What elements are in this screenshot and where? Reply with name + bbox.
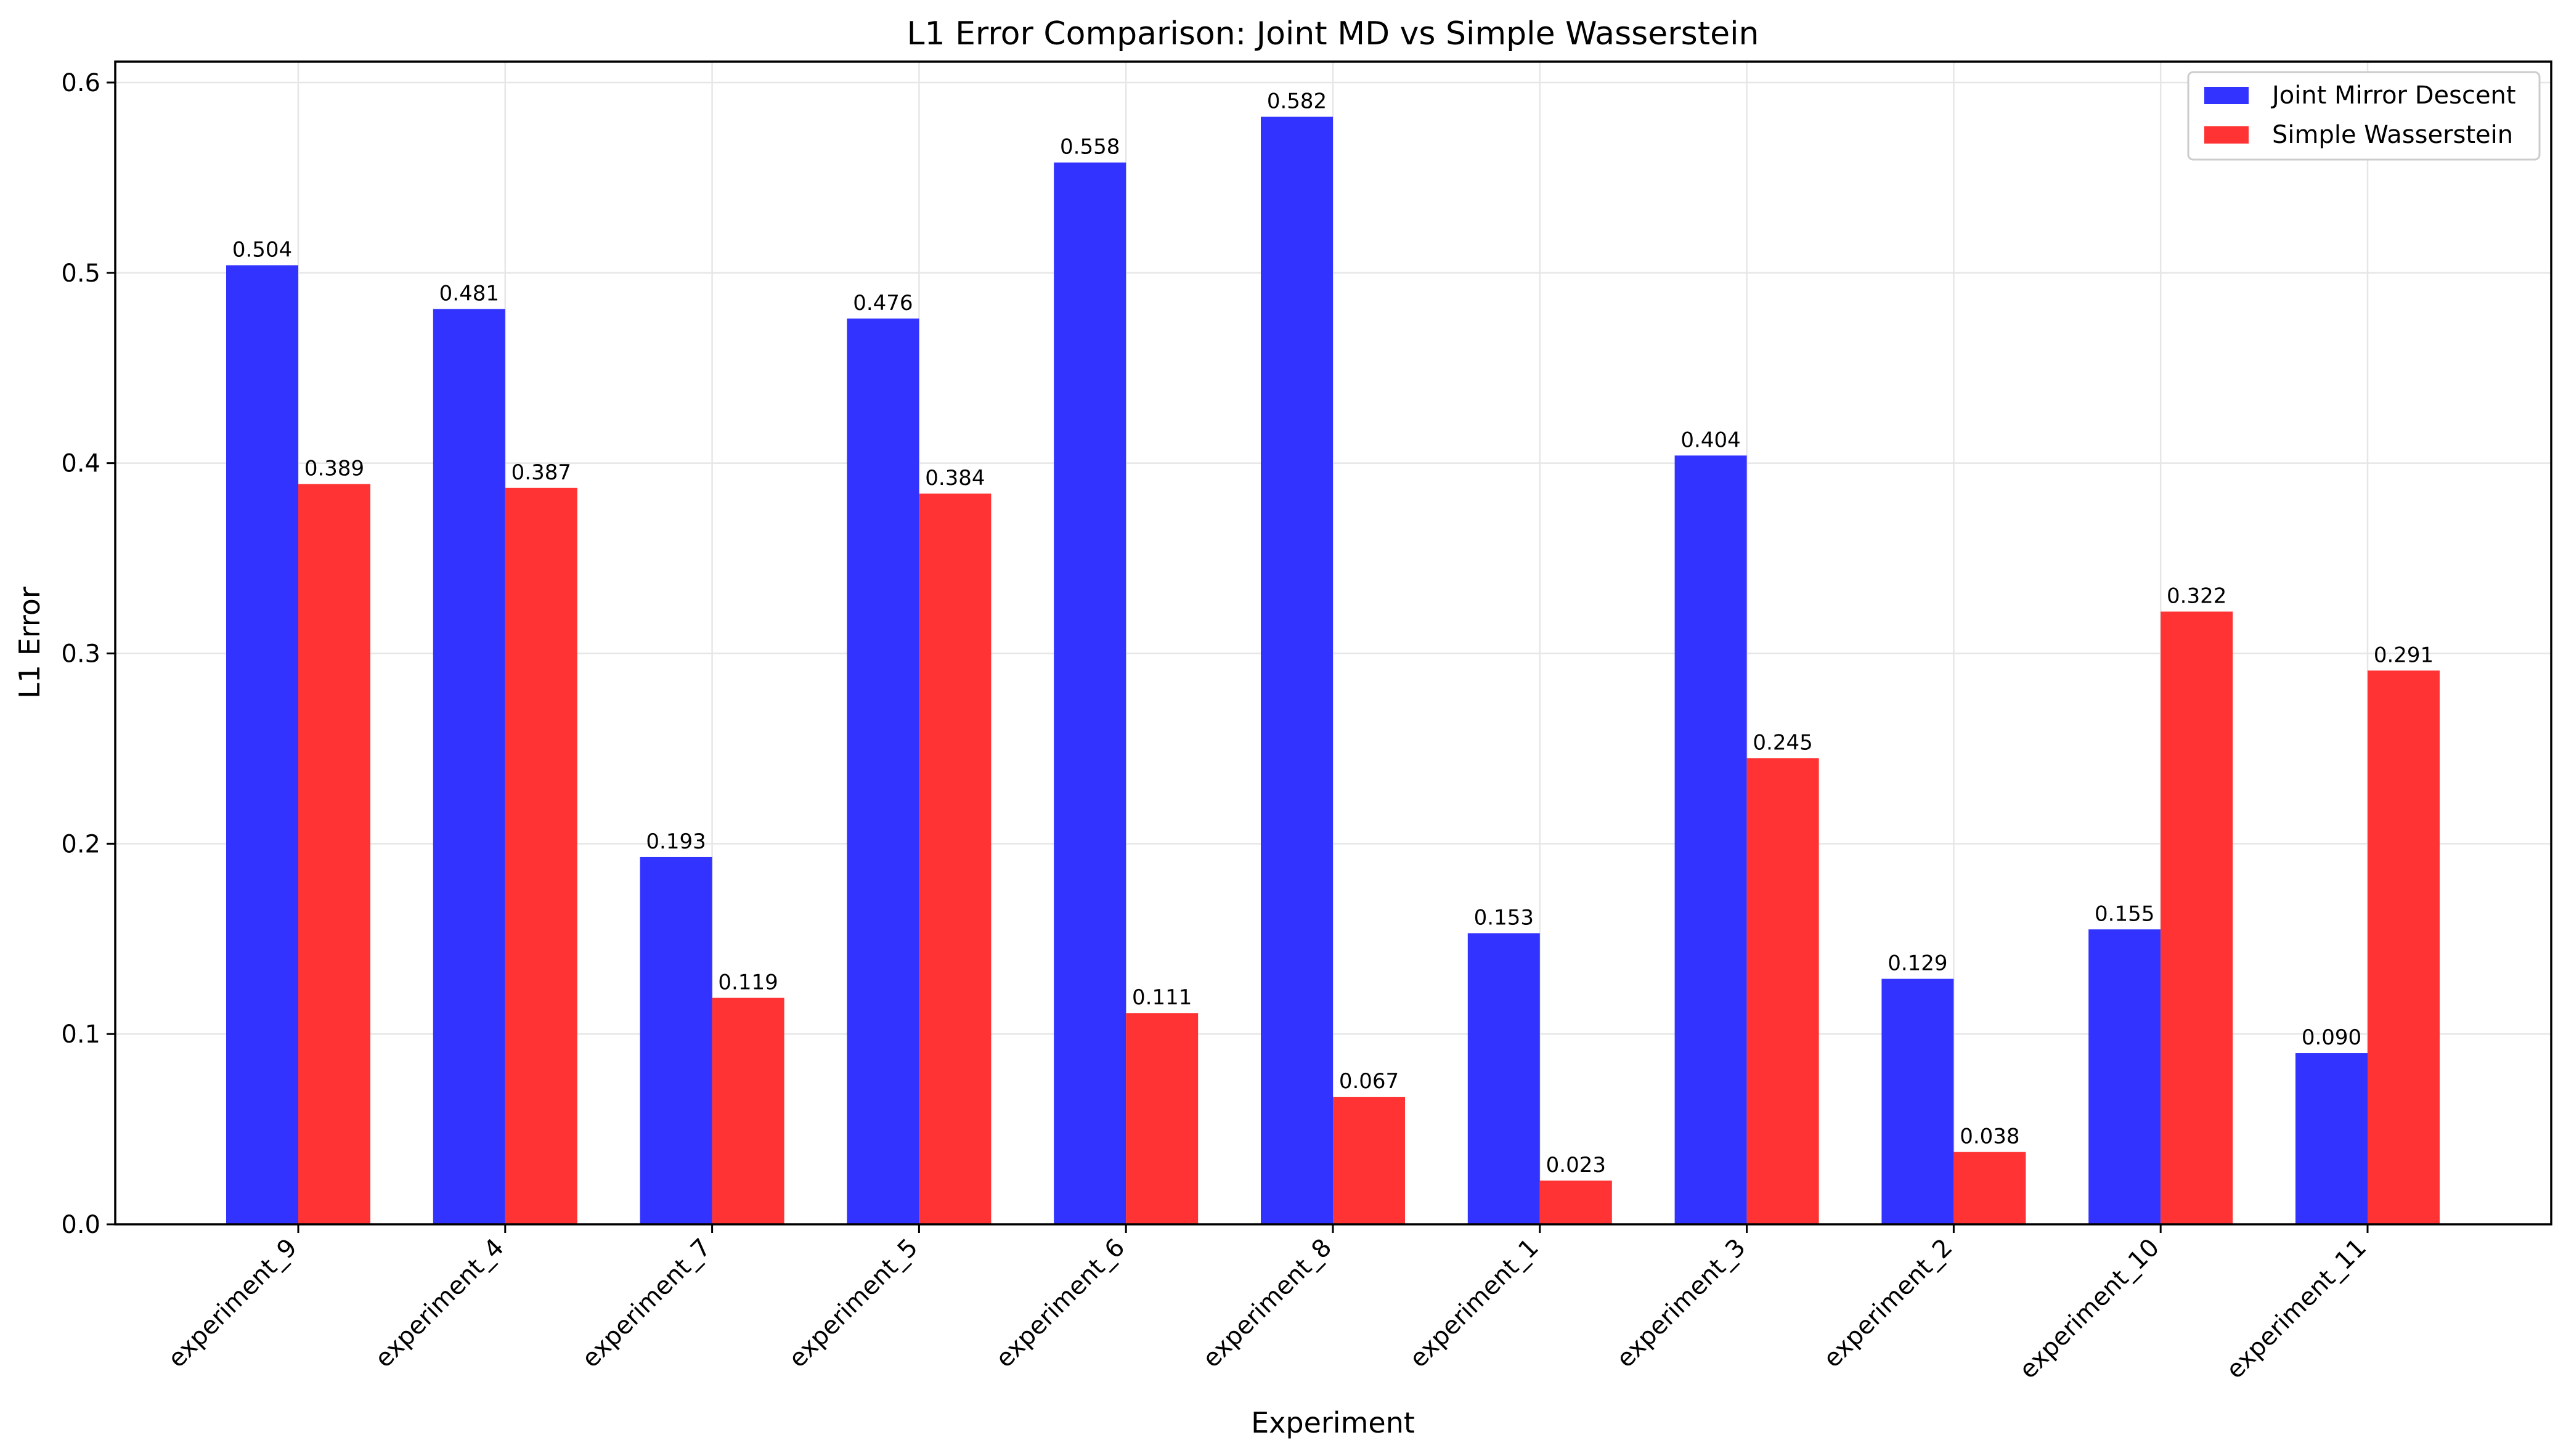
- data-label-joint-mirror-descent: 0.404: [1680, 428, 1740, 452]
- legend-box: [2187, 71, 2541, 161]
- legend-label-joint-mirror-descent: Joint Mirror Descent: [2270, 81, 2516, 110]
- data-label-joint-mirror-descent: 0.129: [1888, 951, 1947, 976]
- bar-joint-mirror-descent: [1261, 116, 1333, 1225]
- data-label-simple-wasserstein: 0.387: [511, 460, 571, 485]
- bar-joint-mirror-descent: [2295, 1053, 2368, 1224]
- bar-simple-wasserstein: [1333, 1097, 1405, 1224]
- bar-joint-mirror-descent: [1467, 933, 1540, 1224]
- bar-simple-wasserstein: [2161, 611, 2233, 1224]
- bar-joint-mirror-descent: [226, 265, 298, 1224]
- bar-joint-mirror-descent: [1054, 162, 1126, 1225]
- data-label-simple-wasserstein: 0.067: [1339, 1069, 1399, 1094]
- bar-simple-wasserstein: [505, 487, 577, 1224]
- bar-joint-mirror-descent: [2088, 929, 2161, 1224]
- bar-simple-wasserstein: [1126, 1013, 1199, 1224]
- data-label-simple-wasserstein: 0.291: [2374, 643, 2434, 667]
- data-label-simple-wasserstein: 0.119: [718, 970, 778, 994]
- bar-simple-wasserstein: [298, 484, 370, 1224]
- legend-label-simple-wasserstein: Simple Wasserstein: [2272, 121, 2513, 149]
- y-tick-label: 0.4: [61, 450, 100, 478]
- data-label-joint-mirror-descent: 0.153: [1474, 905, 1534, 930]
- y-tick-label: 0.6: [61, 69, 100, 97]
- data-label-joint-mirror-descent: 0.476: [853, 291, 913, 315]
- y-axis: 0.0 0.1 0.2 0.3 0.4 0.5 0.6: [61, 69, 115, 1239]
- bar-joint-mirror-descent: [847, 318, 919, 1224]
- bar-joint-mirror-descent: [640, 856, 712, 1224]
- y-tick-label: 0.1: [61, 1020, 100, 1049]
- bar-simple-wasserstein: [712, 998, 784, 1224]
- y-tick-label: 0.5: [61, 259, 100, 288]
- bar-simple-wasserstein: [1953, 1152, 2026, 1224]
- data-label-simple-wasserstein: 0.023: [1546, 1153, 1606, 1177]
- x-axis-label: Experiment: [1251, 1406, 1415, 1439]
- bar-simple-wasserstein: [1746, 758, 1819, 1224]
- bars: [226, 116, 2440, 1225]
- data-label-joint-mirror-descent: 0.193: [646, 829, 706, 854]
- y-tick-label: 0.3: [61, 640, 100, 668]
- bar-simple-wasserstein: [2368, 670, 2440, 1224]
- legend-swatch-joint-mirror-descent: [2204, 87, 2249, 104]
- bar-joint-mirror-descent: [1674, 455, 1747, 1224]
- data-label-joint-mirror-descent: 0.090: [2302, 1025, 2361, 1050]
- data-label-simple-wasserstein: 0.389: [304, 457, 364, 481]
- chart-title: L1 Error Comparison: Joint MD vs Simple …: [906, 15, 1759, 52]
- legend: Joint Mirror Descent Simple Wasserstein: [2187, 71, 2541, 161]
- data-label-joint-mirror-descent: 0.558: [1060, 135, 1120, 160]
- bar-joint-mirror-descent: [1881, 978, 1954, 1224]
- data-label-simple-wasserstein: 0.322: [2167, 584, 2226, 609]
- data-label-simple-wasserstein: 0.245: [1753, 730, 1812, 755]
- bar-simple-wasserstein: [919, 494, 992, 1224]
- data-label-joint-mirror-descent: 0.582: [1267, 89, 1327, 114]
- bar-joint-mirror-descent: [433, 309, 505, 1224]
- data-label-simple-wasserstein: 0.384: [925, 466, 985, 490]
- legend-swatch-simple-wasserstein: [2204, 126, 2249, 144]
- data-labels: 0.504 0.389 0.481 0.387 0.193 0.119 0.476 0.384…: [232, 89, 2434, 1177]
- data-label-simple-wasserstein: 0.038: [1960, 1125, 2019, 1149]
- data-label-joint-mirror-descent: 0.504: [232, 237, 292, 262]
- bar-simple-wasserstein: [1539, 1180, 1612, 1224]
- data-label-joint-mirror-descent: 0.155: [2095, 901, 2154, 926]
- data-label-joint-mirror-descent: 0.481: [439, 281, 499, 306]
- y-tick-label: 0.2: [61, 830, 100, 858]
- y-axis-label: L1 Error: [13, 587, 46, 699]
- data-label-simple-wasserstein: 0.111: [1132, 985, 1192, 1010]
- y-tick-label: 0.0: [61, 1211, 100, 1239]
